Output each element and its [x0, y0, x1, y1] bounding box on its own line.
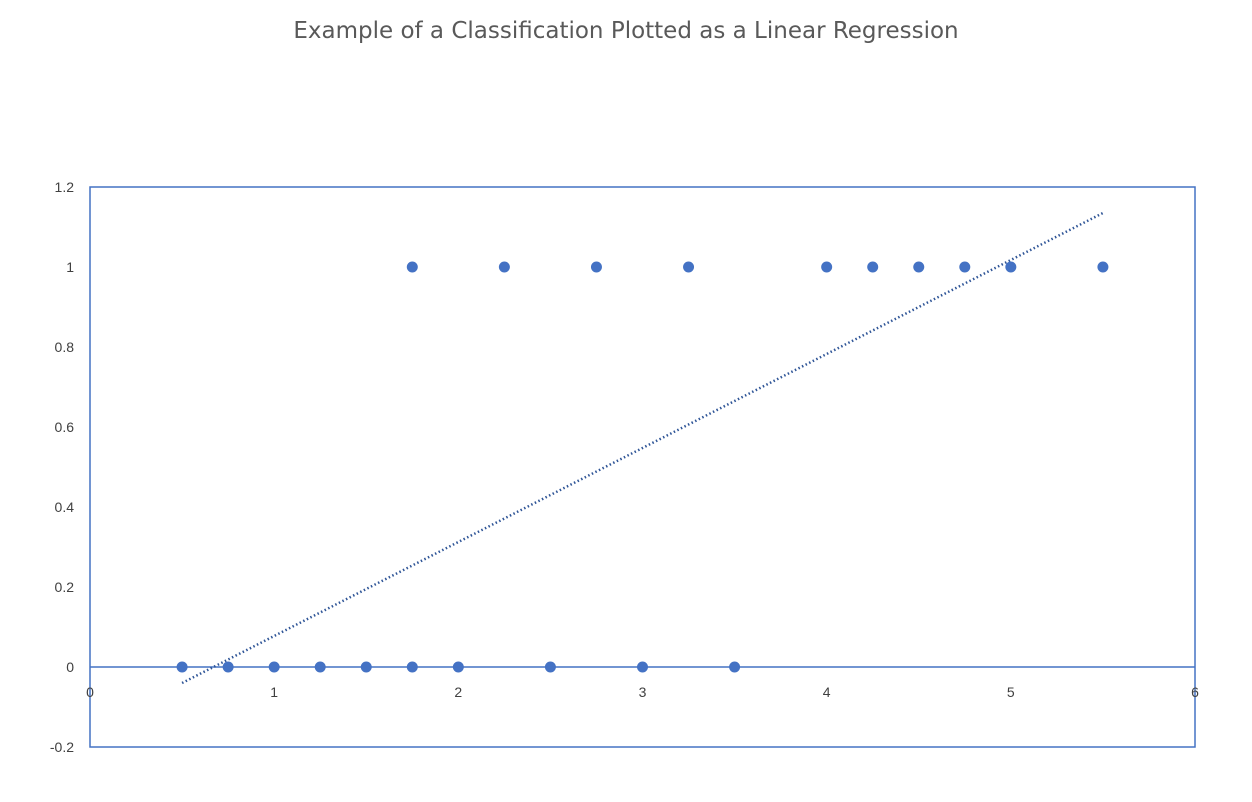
data-point: [821, 261, 833, 273]
y-tick-label: 1.2: [55, 179, 75, 195]
x-tick-label: 2: [454, 684, 462, 700]
x-tick-label: 0: [86, 684, 94, 700]
y-tick-label: -0.2: [50, 739, 74, 755]
data-point: [222, 661, 234, 673]
data-point: [544, 661, 556, 673]
data-point: [176, 661, 188, 673]
data-point: [314, 661, 326, 673]
y-tick-label: 0.6: [55, 419, 75, 435]
data-point: [590, 261, 602, 273]
data-point: [913, 261, 925, 273]
data-point: [1005, 261, 1017, 273]
y-tick-label: 0.4: [55, 499, 75, 515]
x-tick-label: 3: [639, 684, 647, 700]
data-point: [268, 661, 280, 673]
data-point: [406, 661, 418, 673]
data-point: [729, 661, 741, 673]
y-tick-label: 0: [66, 659, 74, 675]
y-tick-label: 1: [66, 259, 74, 275]
plot-area-frame: [89, 186, 1196, 748]
x-tick-label: 6: [1191, 684, 1199, 700]
y-tick-label: 0.2: [55, 579, 75, 595]
data-point: [959, 261, 971, 273]
data-point: [452, 661, 464, 673]
y-tick-label: 0.8: [55, 339, 75, 355]
x-tick-label: 4: [823, 684, 831, 700]
data-point: [498, 261, 510, 273]
data-point: [406, 261, 418, 273]
x-tick-label: 5: [1007, 684, 1015, 700]
x-tick-label: 1: [270, 684, 278, 700]
data-point: [1097, 261, 1109, 273]
data-point: [360, 661, 372, 673]
data-point: [637, 661, 648, 673]
data-point: [683, 261, 695, 273]
data-point: [867, 261, 879, 273]
trendline: [181, 211, 1104, 685]
chart-title: Example of a Classification Plotted as a…: [293, 18, 959, 44]
